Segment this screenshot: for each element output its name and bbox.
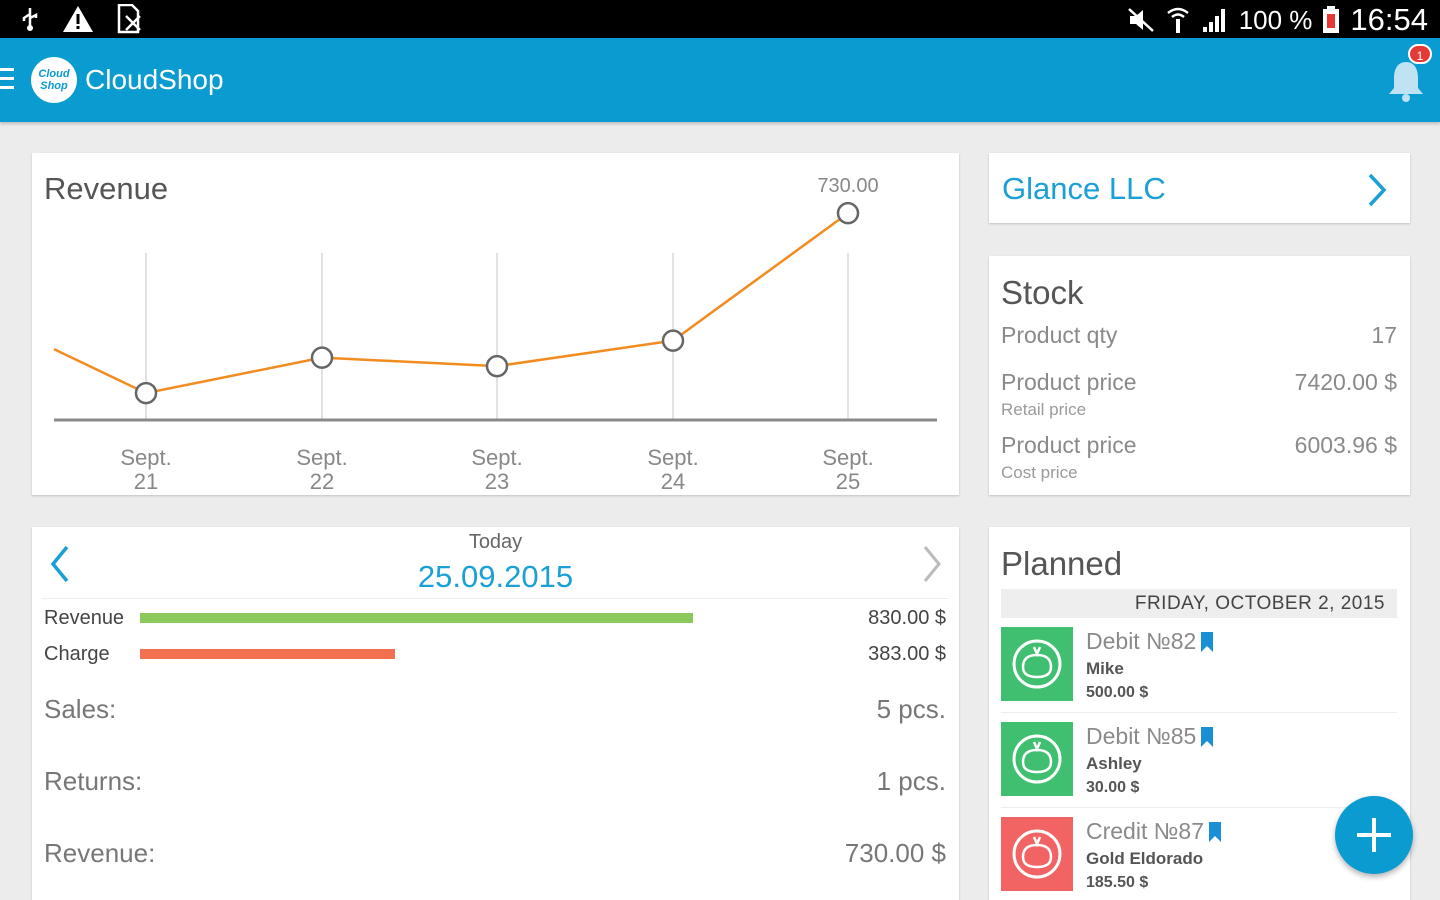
returns-label: Returns: xyxy=(44,766,143,796)
revenue-bar-track xyxy=(140,613,693,623)
x-tick-label: Sept. xyxy=(647,445,698,470)
divider xyxy=(42,598,949,599)
day-revenue-value: 730.00 $ xyxy=(844,838,946,868)
piggy-bank-icon xyxy=(1001,722,1073,796)
stock-row-label: Product price xyxy=(1001,369,1137,395)
sales-label: Sales: xyxy=(44,694,117,724)
piggy-bank-icon xyxy=(1001,817,1073,891)
data-point xyxy=(485,354,509,378)
battery-percent: 100 % xyxy=(1238,4,1313,35)
planned-item[interactable]: Debit №82 Mike 500.00 $ xyxy=(1001,627,1397,717)
revenue-chart-title: Revenue xyxy=(44,171,169,206)
planned-item[interactable]: Debit №85 Ashley 30.00 $ xyxy=(1001,722,1397,812)
bookmark-icon xyxy=(1201,726,1214,747)
planned-item-title-text: Debit №82 xyxy=(1086,628,1197,654)
revenue-chart-card: Revenue 730.00 Sept. 21 Sept. 22 Sept. 23 Sept.… xyxy=(32,153,959,495)
data-point xyxy=(836,201,860,225)
clock: 16:54 xyxy=(1350,2,1428,37)
company-card[interactable]: Glance LLC xyxy=(989,153,1410,223)
notification-bell-icon[interactable] xyxy=(1386,58,1426,102)
data-point xyxy=(310,346,334,369)
chevron-left-icon[interactable] xyxy=(50,545,70,583)
charge-bar-track xyxy=(140,649,693,659)
stock-row-sublabel: Retail price xyxy=(1001,400,1087,419)
stock-row-sublabel: Cost price xyxy=(1001,463,1078,482)
planned-item[interactable]: Credit №87 Gold Eldorado 185.50 $ xyxy=(1001,817,1397,900)
planned-item-title: Debit №82 xyxy=(1086,628,1214,655)
charge-bar xyxy=(140,649,395,659)
charge-bar-label: Charge xyxy=(44,643,110,665)
planned-card: Planned FRIDAY, OCTOBER 2, 2015 Debit №8… xyxy=(989,527,1410,900)
usb-icon xyxy=(22,8,38,31)
piggy-bank-icon xyxy=(1001,627,1073,701)
revenue-series-line xyxy=(53,212,849,395)
stock-row-label: Product price xyxy=(1001,432,1137,458)
data-point xyxy=(134,381,158,405)
notification-badge: 1 xyxy=(1408,44,1432,64)
revenue-bar-value: 830.00 $ xyxy=(868,607,946,629)
x-tick-label: Sept. xyxy=(120,445,171,470)
add-button[interactable] xyxy=(1335,796,1413,874)
planned-item-title: Credit №87 xyxy=(1086,818,1222,845)
divider xyxy=(1001,712,1397,713)
daily-summary-card: Today 25.09.2015 Revenue 830.00 $ Charge… xyxy=(32,527,959,900)
bookmark-icon xyxy=(1209,821,1221,842)
revenue-bar xyxy=(140,613,693,623)
planned-item-title-text: Debit №85 xyxy=(1086,723,1197,749)
signal-icon xyxy=(1202,9,1225,32)
app-logo: Cloud Shop xyxy=(31,57,77,103)
chevron-right-icon[interactable] xyxy=(1367,173,1387,207)
selected-date[interactable]: 25.09.2015 xyxy=(417,559,574,594)
warning-icon xyxy=(63,6,93,32)
company-name[interactable]: Glance LLC xyxy=(1002,171,1166,206)
stock-row-value: 17 xyxy=(1371,322,1397,348)
planned-item-amount: 30.00 $ xyxy=(1086,779,1140,796)
app-bar: Cloud Shop CloudShop xyxy=(0,38,1440,122)
data-point xyxy=(661,329,685,352)
planned-item-amount: 500.00 $ xyxy=(1086,684,1149,701)
today-label: Today xyxy=(468,531,523,553)
revenue-bar-label: Revenue xyxy=(44,607,125,629)
stock-card: Stock Product qty 17 Product price Retai… xyxy=(989,256,1410,495)
x-tick-label: 24 xyxy=(661,469,685,494)
stock-title: Stock xyxy=(1001,274,1084,311)
charge-bar-value: 383.00 $ xyxy=(868,643,946,665)
revenue-line-chart: 730.00Sept.21Sept.22Sept.23Sept.24Sept.2… xyxy=(53,175,937,494)
returns-value: 1 pcs. xyxy=(876,766,946,796)
app-title: CloudShop xyxy=(85,64,224,95)
x-tick-label: Sept. xyxy=(296,445,347,470)
menu-icon[interactable] xyxy=(0,68,14,90)
planned-item-title: Debit №85 xyxy=(1086,723,1214,750)
chevron-right-icon[interactable] xyxy=(922,545,942,583)
planned-item-name: Ashley xyxy=(1086,754,1142,773)
mute-icon xyxy=(1127,8,1154,32)
no-sim-icon xyxy=(117,4,141,34)
x-tick-label: Sept. xyxy=(822,445,873,470)
sales-value: 5 pcs. xyxy=(876,694,946,724)
data-label: 730.00 xyxy=(817,175,878,197)
divider xyxy=(1001,807,1397,808)
x-tick-label: Sept. xyxy=(471,445,522,470)
planned-item-name: Mike xyxy=(1086,659,1124,678)
x-tick-label: 22 xyxy=(310,469,334,494)
stock-row-value: 6003.96 $ xyxy=(1294,432,1397,458)
planned-title: Planned xyxy=(1001,545,1123,582)
day-revenue-label: Revenue: xyxy=(44,838,156,868)
planned-item-amount: 185.50 $ xyxy=(1086,874,1149,891)
x-tick-label: 23 xyxy=(485,469,509,494)
status-bar: 100 % 16:54 xyxy=(0,0,1440,38)
planned-date-header: FRIDAY, OCTOBER 2, 2015 xyxy=(1001,589,1397,618)
planned-item-title-text: Credit №87 xyxy=(1086,818,1204,844)
bookmark-icon xyxy=(1201,631,1214,652)
x-tick-label: 21 xyxy=(134,469,158,494)
x-tick-label: 25 xyxy=(836,469,860,494)
battery-icon xyxy=(1323,6,1340,33)
planned-item-name: Gold Eldorado xyxy=(1086,849,1204,868)
stock-row-value: 7420.00 $ xyxy=(1294,369,1397,395)
stock-row-label: Product qty xyxy=(1001,322,1118,348)
plus-icon xyxy=(1357,818,1391,852)
wifi-icon xyxy=(1166,7,1189,33)
